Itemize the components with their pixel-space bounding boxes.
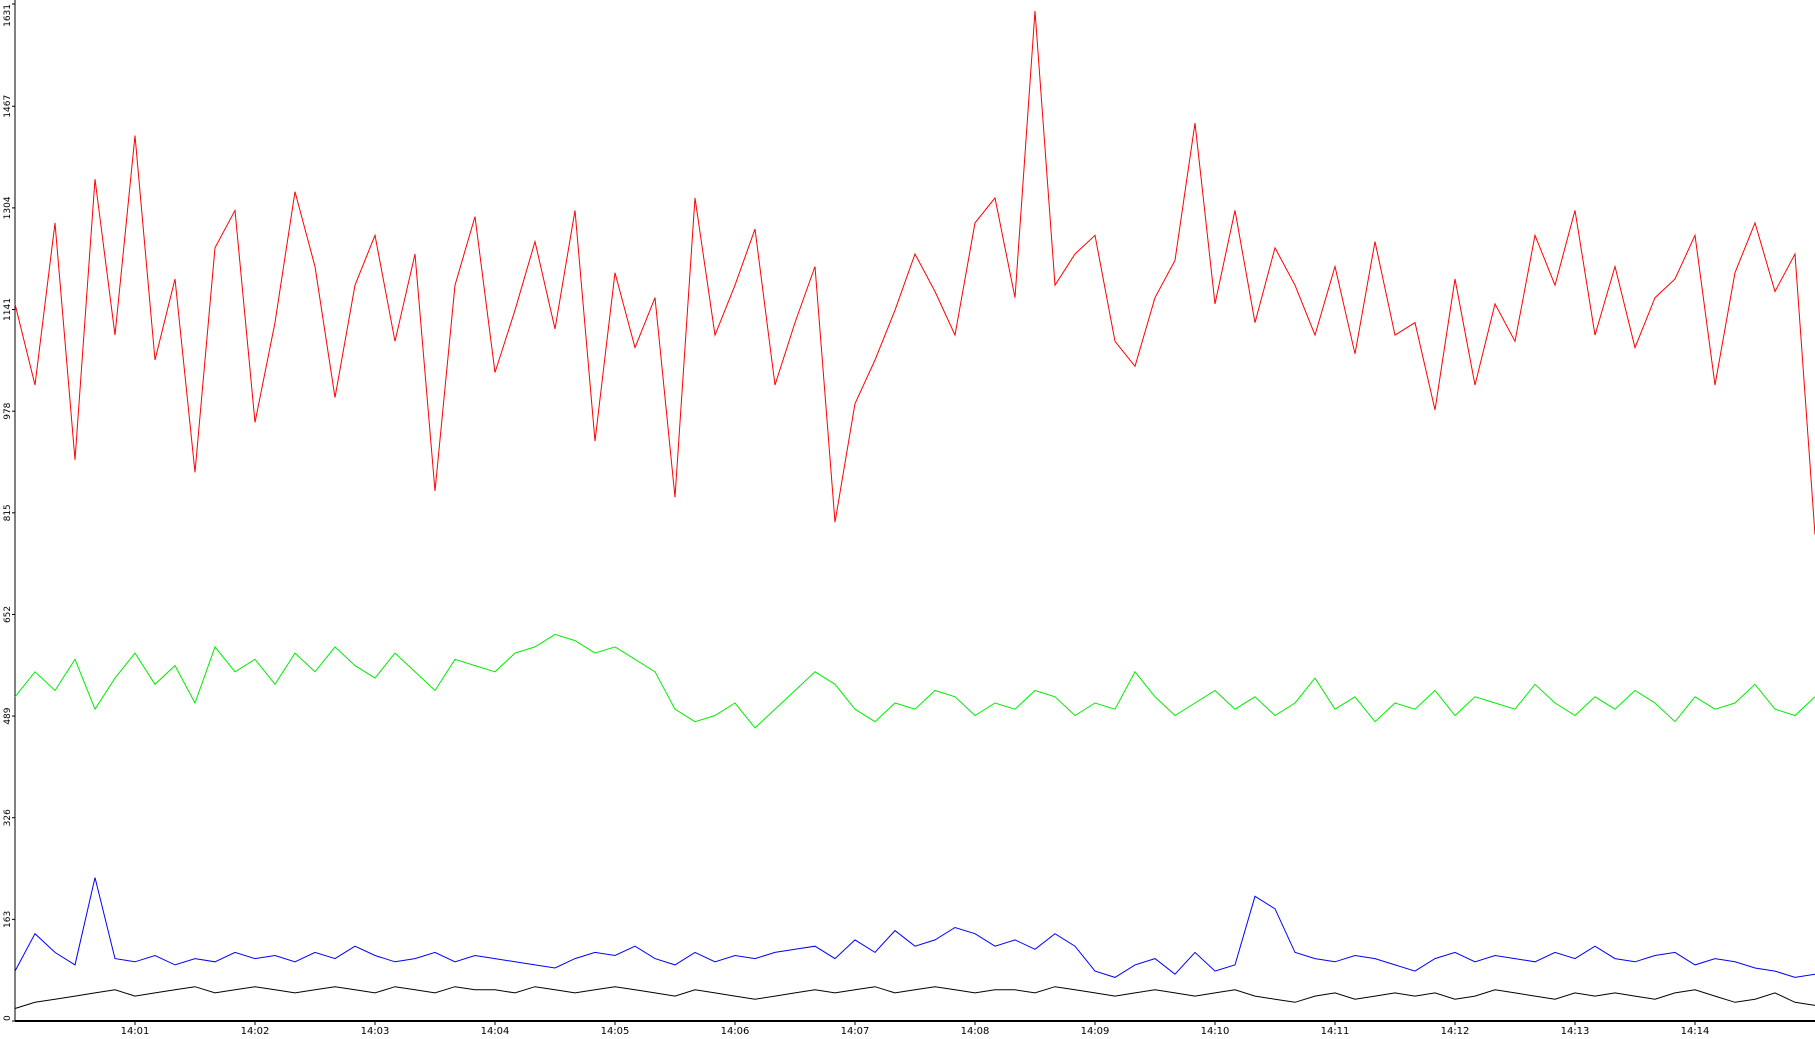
y-tick-label: 978 (3, 402, 13, 419)
y-tick-label: 1304 (3, 196, 13, 219)
y-tick-label: 1631 (3, 4, 13, 27)
x-tick-label: 14:06 (721, 1026, 750, 1037)
x-tick-label: 14:03 (361, 1026, 390, 1037)
x-tick-label: 14:13 (1561, 1026, 1590, 1037)
x-tick-label: 14:01 (121, 1026, 150, 1037)
y-tick-label: 815 (3, 504, 13, 521)
x-tick-label: 14:12 (1441, 1026, 1470, 1037)
x-tick-label: 14:04 (481, 1026, 510, 1037)
y-tick-label: 163 (3, 911, 13, 928)
series-line (14, 633, 1815, 729)
y-tick-label: 326 (3, 809, 13, 826)
y-tick-label: 1467 (3, 95, 13, 118)
x-tick-label: 14:08 (961, 1026, 990, 1037)
x-tick-label: 14:09 (1081, 1026, 1110, 1037)
y-tick-label: 0 (3, 1015, 13, 1021)
y-tick-label: 1141 (3, 298, 13, 321)
y-tick-label: 652 (3, 606, 13, 623)
x-tick-label: 14:07 (841, 1026, 870, 1037)
y-tick-label: 489 (3, 707, 13, 724)
x-tick-label: 14:02 (241, 1026, 270, 1037)
x-tick-label: 14:10 (1201, 1026, 1230, 1037)
series-line (14, 877, 1815, 978)
x-tick-label: 14:05 (601, 1026, 630, 1037)
series-line (14, 10, 1815, 535)
x-tick-label: 14:14 (1681, 1026, 1710, 1037)
series-line (14, 986, 1815, 1009)
x-tick-label: 14:11 (1321, 1026, 1350, 1037)
